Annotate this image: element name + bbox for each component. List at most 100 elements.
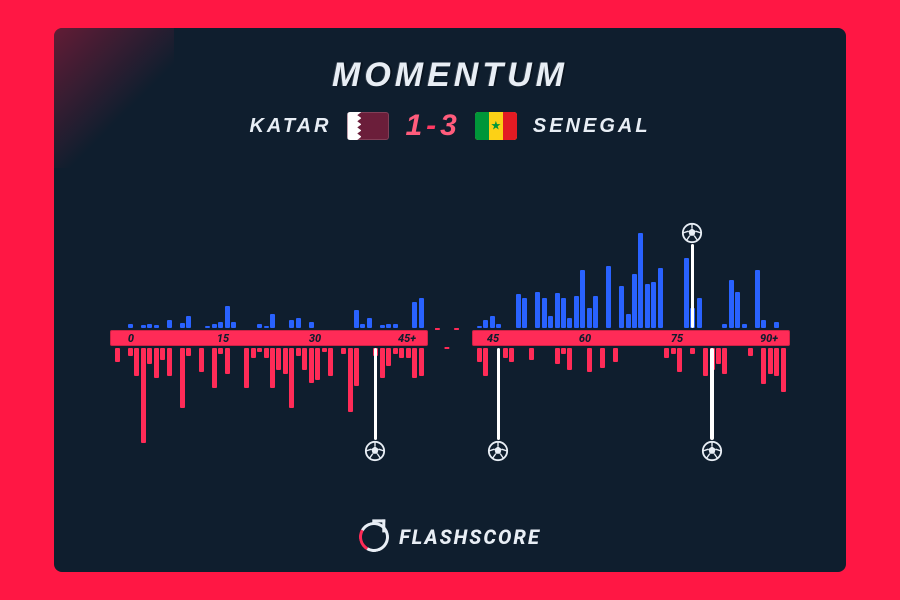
momentum-bar (638, 233, 643, 328)
momentum-bar (315, 348, 320, 380)
momentum-bar (199, 348, 204, 372)
momentum-bar (587, 308, 592, 328)
momentum-bar (690, 348, 695, 354)
momentum-bar (542, 298, 547, 328)
momentum-bar (483, 348, 488, 376)
momentum-bar (567, 318, 572, 328)
momentum-bar (257, 348, 262, 352)
momentum-bar (658, 268, 663, 328)
momentum-bar (218, 348, 223, 354)
momentum-bar (522, 298, 527, 328)
momentum-bar (677, 348, 682, 372)
momentum-bar (768, 348, 773, 374)
flashscore-logo-icon (356, 519, 393, 556)
momentum-bar (412, 348, 417, 378)
momentum-bar (160, 348, 165, 360)
momentum-bar (626, 314, 631, 328)
momentum-bar (742, 324, 747, 328)
away-flag-icon (475, 112, 517, 140)
momentum-bar (180, 323, 185, 328)
momentum-bar (593, 296, 598, 328)
momentum-bar (257, 324, 262, 328)
momentum-bar (781, 348, 786, 392)
momentum-bar (580, 270, 585, 328)
momentum-bar (251, 348, 256, 358)
home-team-name: KATAR (249, 115, 331, 138)
momentum-bar (128, 324, 133, 328)
momentum-bar (309, 348, 314, 383)
momentum-bar (276, 348, 281, 370)
momentum-bar (264, 326, 269, 328)
momentum-bar (212, 324, 217, 328)
momentum-bar (748, 348, 753, 356)
momentum-bar (722, 324, 727, 328)
momentum-bar (496, 324, 501, 328)
momentum-bar (619, 286, 624, 328)
momentum-bar (328, 348, 333, 376)
momentum-bar (716, 348, 721, 364)
brand-footer: FLASHSCORE (54, 522, 846, 552)
halftime-gap: - - - (429, 319, 469, 357)
ball-icon (701, 440, 723, 462)
bars-second-half (476, 213, 786, 463)
momentum-bar (147, 348, 152, 364)
momentum-bar (774, 322, 779, 328)
momentum-bar (703, 348, 708, 376)
momentum-bar (205, 326, 210, 328)
momentum-bar (613, 348, 618, 362)
momentum-bar (574, 296, 579, 328)
momentum-bar (348, 348, 353, 412)
momentum-bar (761, 348, 766, 384)
momentum-bar (651, 282, 656, 328)
bars-first-half (114, 213, 424, 463)
momentum-bar (555, 293, 560, 328)
momentum-bar (490, 316, 495, 328)
score-dash: - (424, 109, 440, 142)
momentum-bar (503, 348, 508, 358)
momentum-bar (664, 348, 669, 358)
momentum-bar (134, 348, 139, 376)
momentum-bar (380, 325, 385, 328)
momentum-bar (386, 324, 391, 328)
momentum-bar (154, 325, 159, 328)
momentum-bar (548, 316, 553, 328)
momentum-bar (671, 348, 676, 354)
momentum-bar (516, 294, 521, 328)
goal-marker (497, 348, 501, 440)
momentum-bar (354, 348, 359, 386)
momentum-bar (309, 322, 314, 328)
home-flag-icon (347, 112, 389, 140)
momentum-bar (477, 326, 482, 328)
momentum-bar (697, 298, 702, 328)
momentum-bar (354, 310, 359, 328)
momentum-bar (186, 316, 191, 328)
momentum-bar (289, 348, 294, 408)
momentum-bar (729, 280, 734, 328)
momentum-bar (296, 318, 301, 328)
momentum-bar (735, 292, 740, 328)
momentum-bar (561, 348, 566, 354)
momentum-bar (186, 348, 191, 356)
momentum-chart: 0 15 30 45+ - - - 45 60 75 90+ (114, 213, 786, 463)
momentum-bar (141, 325, 146, 328)
momentum-bar (322, 348, 327, 352)
goal-marker (710, 348, 714, 440)
momentum-bar (167, 320, 172, 328)
momentum-bar (380, 348, 385, 378)
momentum-bar (419, 348, 424, 376)
momentum-bar (302, 348, 307, 370)
momentum-bar (535, 292, 540, 328)
momentum-bar (212, 348, 217, 388)
momentum-bar (180, 348, 185, 408)
ball-icon (681, 222, 703, 244)
momentum-bar (367, 318, 372, 328)
away-team-name: SENEGAL (533, 115, 651, 138)
panel-title: MOMENTUM (54, 56, 846, 95)
momentum-bar (774, 348, 779, 376)
momentum-bar (722, 348, 727, 374)
ball-icon (364, 440, 386, 462)
momentum-bar (283, 348, 288, 374)
momentum-bar (412, 302, 417, 328)
momentum-bar (509, 348, 514, 362)
scoreline: KATAR 1-3 SENEGAL (54, 109, 846, 143)
